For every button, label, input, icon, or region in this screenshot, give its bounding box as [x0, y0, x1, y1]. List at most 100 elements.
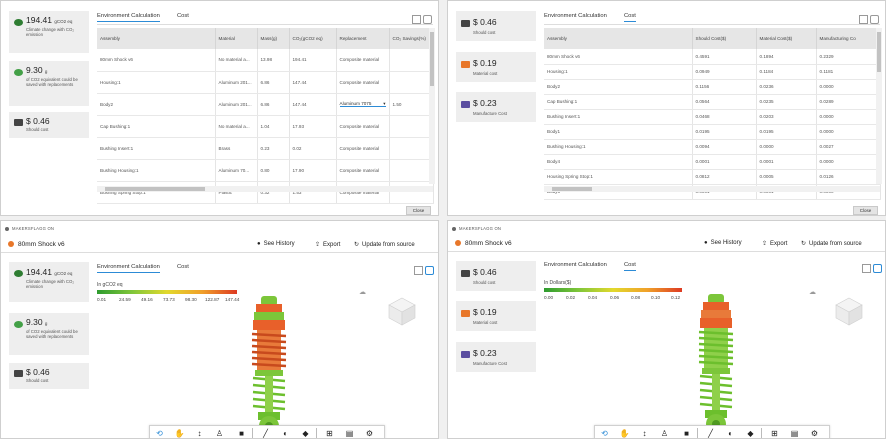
export-button[interactable]: ⇪ Export	[762, 241, 788, 247]
view-cube-icon[interactable]	[387, 296, 417, 326]
3d-view-icon[interactable]	[423, 15, 432, 24]
3d-view-icon[interactable]	[873, 264, 882, 273]
table-row[interactable]: 80mm Shock v6 No material a... 13.98 194.41…	[97, 49, 434, 72]
table-cell: Aluminum 70...	[215, 159, 258, 182]
column-header[interactable]: Manufacturing Co	[816, 28, 881, 49]
view-cube-icon[interactable]	[834, 296, 864, 326]
3d-view-icon[interactable]	[425, 266, 434, 275]
column-header[interactable]: Material Cost($)	[756, 28, 817, 49]
env-table-vscroll[interactable]	[429, 28, 435, 184]
table-row[interactable]: Housing:1 Aluminum 201... 6.86 147.44 Compos…	[97, 71, 434, 94]
model-tree-icon[interactable]: ⊞	[326, 429, 333, 438]
column-header[interactable]: Should Cost($)	[692, 28, 757, 49]
update-from-source-button[interactable]: ↻ Update from source	[354, 242, 415, 248]
table-row[interactable]: Body2 0.1156 0.0236 0.0000	[544, 79, 881, 95]
table-cell	[389, 71, 434, 94]
cloud-icon: ☁	[809, 289, 816, 296]
table-row[interactable]: Housing Spring Stop:1 0.0812 0.0005 0.0126	[544, 169, 881, 185]
tab-cost[interactable]: Cost	[177, 264, 189, 270]
3d-view-icon[interactable]	[870, 15, 879, 24]
section-icon[interactable]: ◐	[728, 429, 733, 438]
table-view-icon[interactable]	[859, 15, 868, 24]
table-row[interactable]: Bushing Spring Stop:1 Plastic 0.32 1.53 Comp…	[97, 181, 434, 204]
table-row[interactable]: Bushing Insert:1 0.0468 0.0203 0.0000	[544, 109, 881, 125]
table-cell: Aluminum 201...	[215, 93, 258, 116]
table-cell: 0.80	[257, 159, 290, 182]
cost-table-hscroll[interactable]	[544, 186, 880, 192]
export-button[interactable]: ⇪ Export	[315, 242, 341, 248]
column-header[interactable]: Mass(g)	[257, 28, 290, 49]
co2-savings-card: 9.30 g of CO2 equivalent could be saved …	[9, 61, 89, 106]
column-header[interactable]: CO₂(gCO2 eq)	[289, 28, 337, 49]
table-row[interactable]: Body1 0.0195 0.0195 0.0000	[544, 124, 881, 140]
column-header[interactable]: Replacement	[336, 28, 390, 49]
properties-icon[interactable]: ▤	[345, 429, 354, 438]
measure-icon[interactable]: ╱	[263, 429, 268, 438]
model-tree-icon[interactable]: ⊞	[771, 429, 778, 438]
table-row[interactable]: Cap Bushing:1 0.0564 0.0235 0.0289	[544, 94, 881, 110]
column-header[interactable]: CO₂ Savings(%)	[389, 28, 434, 49]
table-view-icon[interactable]	[414, 266, 423, 275]
pan-icon[interactable]: ✋	[174, 429, 185, 438]
orbit-icon[interactable]: ⟲	[156, 429, 163, 438]
tab-cost[interactable]: Cost	[624, 262, 636, 271]
table-view-icon[interactable]	[862, 264, 871, 273]
camera-icon[interactable]: ■	[239, 429, 244, 438]
explode-icon[interactable]: ◆	[747, 429, 754, 438]
shock-3d-model[interactable]	[239, 294, 299, 439]
table-cell: Plastic	[215, 181, 258, 204]
tab-environment[interactable]: Environment Calculation	[97, 13, 160, 22]
table-row[interactable]: Cap Bushing:1 No material a... 1.04 17.93 Co…	[97, 115, 434, 138]
table-cell: 0.0235	[756, 94, 817, 110]
walk-icon[interactable]: ♙	[215, 429, 224, 438]
column-header[interactable]: Material	[215, 28, 258, 49]
legend-tick: 0.00	[544, 295, 554, 300]
table-cell: No material a...	[215, 115, 258, 138]
settings-icon[interactable]: ⚙	[365, 429, 374, 438]
table-cell: 0.0000	[816, 109, 881, 125]
close-button[interactable]: Close	[853, 206, 878, 215]
tab-environment[interactable]: Environment Calculation	[544, 13, 607, 19]
table-row[interactable]: Bushing Insert:1 Brass 0.23 0.02 Composite m…	[97, 137, 434, 160]
legend-tick: 98.30	[185, 297, 197, 302]
legend-tick: 49.16	[141, 297, 153, 302]
table-cell: Composite material	[336, 137, 390, 160]
table-row[interactable]: Housing:1 0.0949 0.1184 0.1181	[544, 64, 881, 80]
cloud-icon: ☁	[359, 289, 366, 296]
look-at-icon[interactable]: ↕	[642, 429, 647, 438]
column-header[interactable]: Assembly	[97, 28, 216, 49]
env-table-hscroll[interactable]	[97, 186, 433, 192]
table-row[interactable]: Bushing Housing:1 0.0094 0.0000 0.0027	[544, 139, 881, 155]
shock-3d-model[interactable]	[686, 292, 746, 439]
table-row[interactable]: 80mm Shock v6 0.4591 0.1894 0.2329	[544, 49, 881, 65]
table-cell: Composite material	[336, 71, 390, 94]
orbit-icon[interactable]: ⟲	[601, 429, 608, 438]
close-button[interactable]: Close	[406, 206, 431, 215]
look-at-icon[interactable]: ↕	[197, 429, 202, 438]
table-row[interactable]: Bushing Housing:1 Aluminum 70... 0.80 17.90…	[97, 159, 434, 182]
table-view-icon[interactable]	[412, 15, 421, 24]
tab-cost[interactable]: Cost	[624, 13, 636, 22]
cost-table-vscroll[interactable]	[876, 28, 882, 184]
see-history-button[interactable]: ● See History	[257, 241, 295, 247]
properties-icon[interactable]: ▤	[790, 429, 799, 438]
update-from-source-button[interactable]: ↻ Update from source	[801, 241, 862, 247]
explode-icon[interactable]: ◆	[302, 429, 309, 438]
toolbar-separator	[316, 428, 317, 438]
see-history-button[interactable]: ● See History	[704, 240, 742, 246]
measure-icon[interactable]: ╱	[708, 429, 713, 438]
tab-cost[interactable]: Cost	[177, 13, 189, 19]
table-row[interactable]: Body4 0.0001 0.0001 0.0000	[544, 154, 881, 170]
replacement-select[interactable]: Aluminum 7075 ▾	[339, 101, 386, 107]
savings-value: 9.30	[26, 65, 43, 75]
table-row[interactable]: Body2 Aluminum 201... 6.86 147.44 Aluminum 7…	[97, 93, 434, 116]
section-icon[interactable]: ◐	[283, 429, 288, 438]
pan-icon[interactable]: ✋	[619, 429, 630, 438]
column-header[interactable]: Assembly	[544, 28, 693, 49]
settings-icon[interactable]: ⚙	[810, 429, 819, 438]
camera-icon[interactable]: ■	[684, 429, 689, 438]
walk-icon[interactable]: ♙	[660, 429, 669, 438]
env-table: Assembly Material Mass(g) CO₂(gCO2 eq) Repla…	[97, 28, 434, 204]
tab-environment[interactable]: Environment Calculation	[97, 264, 160, 273]
tab-environment[interactable]: Environment Calculation	[544, 262, 607, 268]
